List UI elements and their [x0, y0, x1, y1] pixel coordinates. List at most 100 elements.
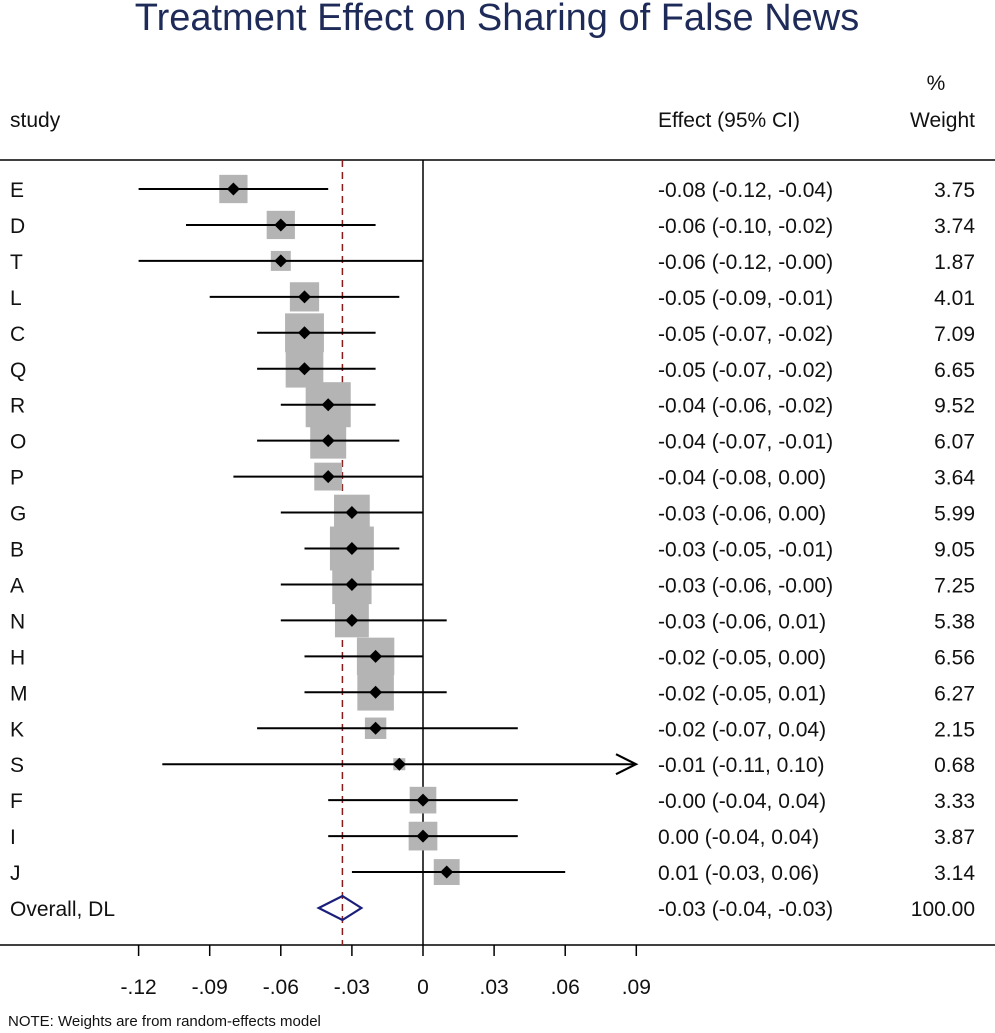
effect-ci-text: -0.02 (-0.05, 0.00)	[658, 646, 826, 669]
weight-text: 3.87	[934, 826, 975, 849]
overall-effect-ci-text: -0.03 (-0.04, -0.03)	[658, 898, 833, 921]
point-estimate-marker	[321, 434, 335, 448]
study-row-Q: Q -0.05 (-0.07, -0.02) 6.65	[10, 349, 975, 388]
study-row-R: R -0.04 (-0.06, -0.02) 9.52	[10, 382, 975, 428]
weight-text: 1.87	[934, 251, 975, 274]
point-estimate-marker	[345, 577, 359, 591]
overall-weight-text: 100.00	[911, 898, 975, 921]
effect-ci-text: -0.06 (-0.10, -0.02)	[658, 215, 833, 238]
x-tick-label: .09	[622, 976, 651, 999]
effect-ci-text: 0.00 (-0.04, 0.04)	[658, 826, 819, 849]
effect-header: Effect (95% CI)	[658, 109, 800, 132]
study-row-I: I 0.00 (-0.04, 0.04) 3.87	[10, 821, 975, 851]
weight-text: 3.75	[934, 179, 975, 202]
study-row-S: S -0.01 (-0.11, 0.10) 0.68	[10, 753, 975, 777]
study-label: J	[10, 862, 21, 885]
study-row-N: N -0.03 (-0.06, 0.01) 5.38	[10, 603, 975, 638]
point-estimate-marker	[369, 649, 383, 663]
point-estimate-marker	[274, 254, 288, 268]
study-row-D: D -0.06 (-0.10, -0.02) 3.74	[10, 210, 975, 240]
point-estimate-marker	[274, 218, 288, 232]
point-estimate-marker	[392, 757, 406, 771]
weight-text: 5.99	[934, 503, 975, 526]
study-row-B: B -0.03 (-0.05, -0.01) 9.05	[10, 526, 975, 571]
point-estimate-marker	[345, 506, 359, 520]
study-label: S	[10, 754, 24, 777]
effect-ci-text: -0.05 (-0.07, -0.02)	[658, 359, 833, 382]
study-row-P: P -0.04 (-0.08, 0.00) 3.64	[10, 462, 975, 491]
study-row-G: G -0.03 (-0.06, 0.00) 5.99	[10, 494, 975, 531]
effect-ci-text: -0.04 (-0.06, -0.02)	[658, 395, 833, 418]
x-tick-label: .03	[479, 976, 508, 999]
study-label: D	[10, 215, 25, 238]
plot-area: E -0.08 (-0.12, -0.04) 3.75 D -0.06 (-0.10, …	[10, 160, 975, 999]
ci-arrow-right	[615, 753, 639, 776]
weights-note: NOTE: Weights are from random-effects mo…	[8, 1013, 321, 1030]
x-tick-label: -.06	[263, 976, 299, 999]
effect-ci-text: -0.03 (-0.06, 0.00)	[658, 503, 826, 526]
weight-text: 6.27	[934, 682, 975, 705]
effect-ci-text: -0.01 (-0.11, 0.10)	[658, 754, 825, 777]
effect-ci-text: -0.00 (-0.04, 0.04)	[658, 790, 826, 813]
study-label: P	[10, 467, 24, 490]
study-label: M	[10, 682, 28, 705]
effect-ci-text: -0.08 (-0.12, -0.04)	[658, 179, 833, 202]
study-label: B	[10, 539, 24, 562]
point-estimate-marker	[369, 685, 383, 699]
weight-text: 3.74	[934, 215, 975, 238]
weight-text: 6.07	[934, 431, 975, 454]
weight-text: 4.01	[934, 287, 975, 310]
point-estimate-marker	[298, 290, 311, 304]
weight-header-percent: %	[927, 72, 946, 95]
weight-text: 7.25	[934, 574, 975, 597]
study-row-M: M -0.02 (-0.05, 0.01) 6.27	[10, 674, 975, 711]
study-row-F: F -0.00 (-0.04, 0.04) 3.33	[10, 786, 975, 814]
study-label: R	[10, 395, 25, 418]
study-label: T	[10, 251, 23, 274]
study-label: N	[10, 610, 25, 633]
overall-label: Overall, DL	[10, 898, 115, 921]
study-label: G	[10, 503, 26, 526]
study-label: K	[10, 718, 24, 741]
study-label: E	[10, 179, 24, 202]
effect-ci-text: -0.05 (-0.07, -0.02)	[658, 323, 833, 346]
study-label: F	[10, 790, 23, 813]
effect-ci-text: -0.06 (-0.12, -0.00)	[658, 251, 833, 274]
effect-ci-text: -0.02 (-0.07, 0.04)	[658, 718, 826, 741]
study-row-H: H -0.02 (-0.05, 0.00) 6.56	[10, 637, 975, 676]
weight-text: 0.68	[934, 754, 975, 777]
effect-ci-text: -0.03 (-0.05, -0.01)	[658, 539, 833, 562]
study-label: A	[10, 574, 24, 597]
point-estimate-marker	[345, 613, 359, 627]
weight-text: 7.09	[934, 323, 975, 346]
point-estimate-marker	[440, 865, 454, 879]
point-estimate-marker	[321, 398, 335, 412]
study-row-L: L -0.05 (-0.09, -0.01) 4.01	[10, 282, 975, 312]
x-tick-label: .06	[551, 976, 580, 999]
point-estimate-marker	[416, 793, 430, 807]
point-estimate-marker	[369, 721, 383, 735]
weight-text: 6.56	[934, 646, 975, 669]
study-row-T: T -0.06 (-0.12, -0.00) 1.87	[10, 251, 975, 274]
effect-ci-text: -0.05 (-0.09, -0.01)	[658, 287, 833, 310]
point-estimate-marker	[298, 362, 311, 376]
study-row-K: K -0.02 (-0.07, 0.04) 2.15	[10, 717, 975, 741]
overall-row: Overall, DL -0.03 (-0.04, -0.03) 100.00	[10, 894, 975, 922]
weight-text: 3.33	[934, 790, 975, 813]
study-label: H	[10, 646, 25, 669]
point-estimate-marker	[226, 182, 240, 196]
effect-ci-text: 0.01 (-0.03, 0.06)	[658, 862, 819, 885]
x-tick-label: -.09	[192, 976, 228, 999]
x-tick-label: -.03	[334, 976, 370, 999]
chart-title: Treatment Effect on Sharing of False New…	[135, 0, 859, 39]
study-row-E: E -0.08 (-0.12, -0.04) 3.75	[10, 174, 975, 204]
x-tick-label: -.12	[121, 976, 157, 999]
weight-header: Weight	[910, 109, 975, 132]
x-tick-label: 0	[417, 976, 429, 999]
weight-text: 9.52	[934, 395, 975, 418]
study-label: C	[10, 323, 25, 346]
study-label: L	[10, 287, 22, 310]
effect-ci-text: -0.02 (-0.05, 0.01)	[658, 682, 826, 705]
effect-ci-text: -0.04 (-0.08, 0.00)	[658, 467, 826, 490]
